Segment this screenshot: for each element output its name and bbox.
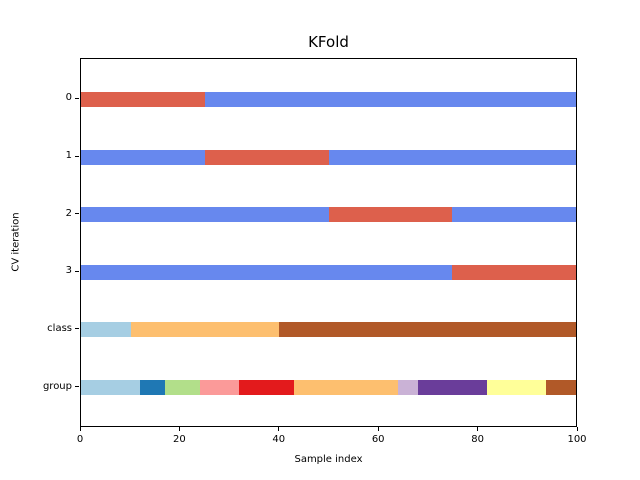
x-tick-label: 80: [471, 434, 484, 445]
chart-row-group: [81, 380, 576, 396]
y-tick: [75, 213, 79, 215]
bar-segment: [328, 207, 453, 223]
bar-segment: [239, 380, 294, 396]
x-tick: [477, 427, 479, 431]
chart-row-1: [81, 149, 576, 165]
bar-segment: [130, 322, 279, 338]
x-tick-label: 0: [76, 434, 84, 445]
bar-segment: [199, 380, 240, 396]
x-tick: [79, 427, 81, 431]
x-tick-label: 20: [173, 434, 186, 445]
bar-segment: [81, 149, 205, 165]
y-tick: [75, 155, 79, 157]
bar-segment: [204, 91, 576, 107]
y-axis-label: CV iteration: [10, 212, 22, 272]
bar-segment: [140, 380, 166, 396]
bar-segment: [165, 380, 200, 396]
x-tick: [278, 427, 280, 431]
x-tick-label: 40: [272, 434, 286, 445]
y-tick: [75, 328, 79, 330]
x-tick-label: 100: [567, 434, 587, 445]
y-tick-label: 3: [65, 265, 72, 277]
y-tick-label: 1: [65, 150, 72, 162]
y-tick: [75, 270, 79, 272]
chart-row-class: [81, 322, 576, 338]
x-tick: [377, 427, 379, 431]
chart-row-2: [81, 207, 576, 223]
bar-segment: [452, 264, 576, 280]
bar-segment: [546, 380, 576, 396]
bar-segment: [452, 207, 576, 223]
y-tick-label: class: [47, 322, 72, 334]
chart-title: KFold: [308, 33, 349, 51]
x-tick: [178, 427, 180, 431]
bar-segment: [81, 207, 329, 223]
bar-segment: [81, 91, 205, 107]
plot-area: [80, 58, 577, 427]
bar-segment: [486, 380, 547, 396]
y-tick-label: 0: [65, 92, 72, 104]
bar-segment: [293, 380, 398, 396]
x-axis-label: Sample index: [294, 454, 363, 465]
bar-segment: [81, 322, 131, 338]
bar-segment: [81, 380, 141, 396]
y-tick-label: 2: [65, 207, 72, 219]
x-tick: [576, 427, 578, 431]
bar-segment: [397, 380, 418, 396]
bar-segment: [279, 322, 576, 338]
y-tick: [75, 97, 79, 99]
bar-segment: [417, 380, 487, 396]
chart-row-3: [81, 264, 576, 280]
chart-row-0: [81, 91, 576, 107]
bar-segment: [81, 264, 453, 280]
bar-segment: [204, 149, 329, 165]
bar-segment: [328, 149, 576, 165]
x-tick-label: 60: [371, 434, 385, 445]
y-tick: [75, 386, 79, 388]
y-tick-label: group: [42, 380, 72, 392]
